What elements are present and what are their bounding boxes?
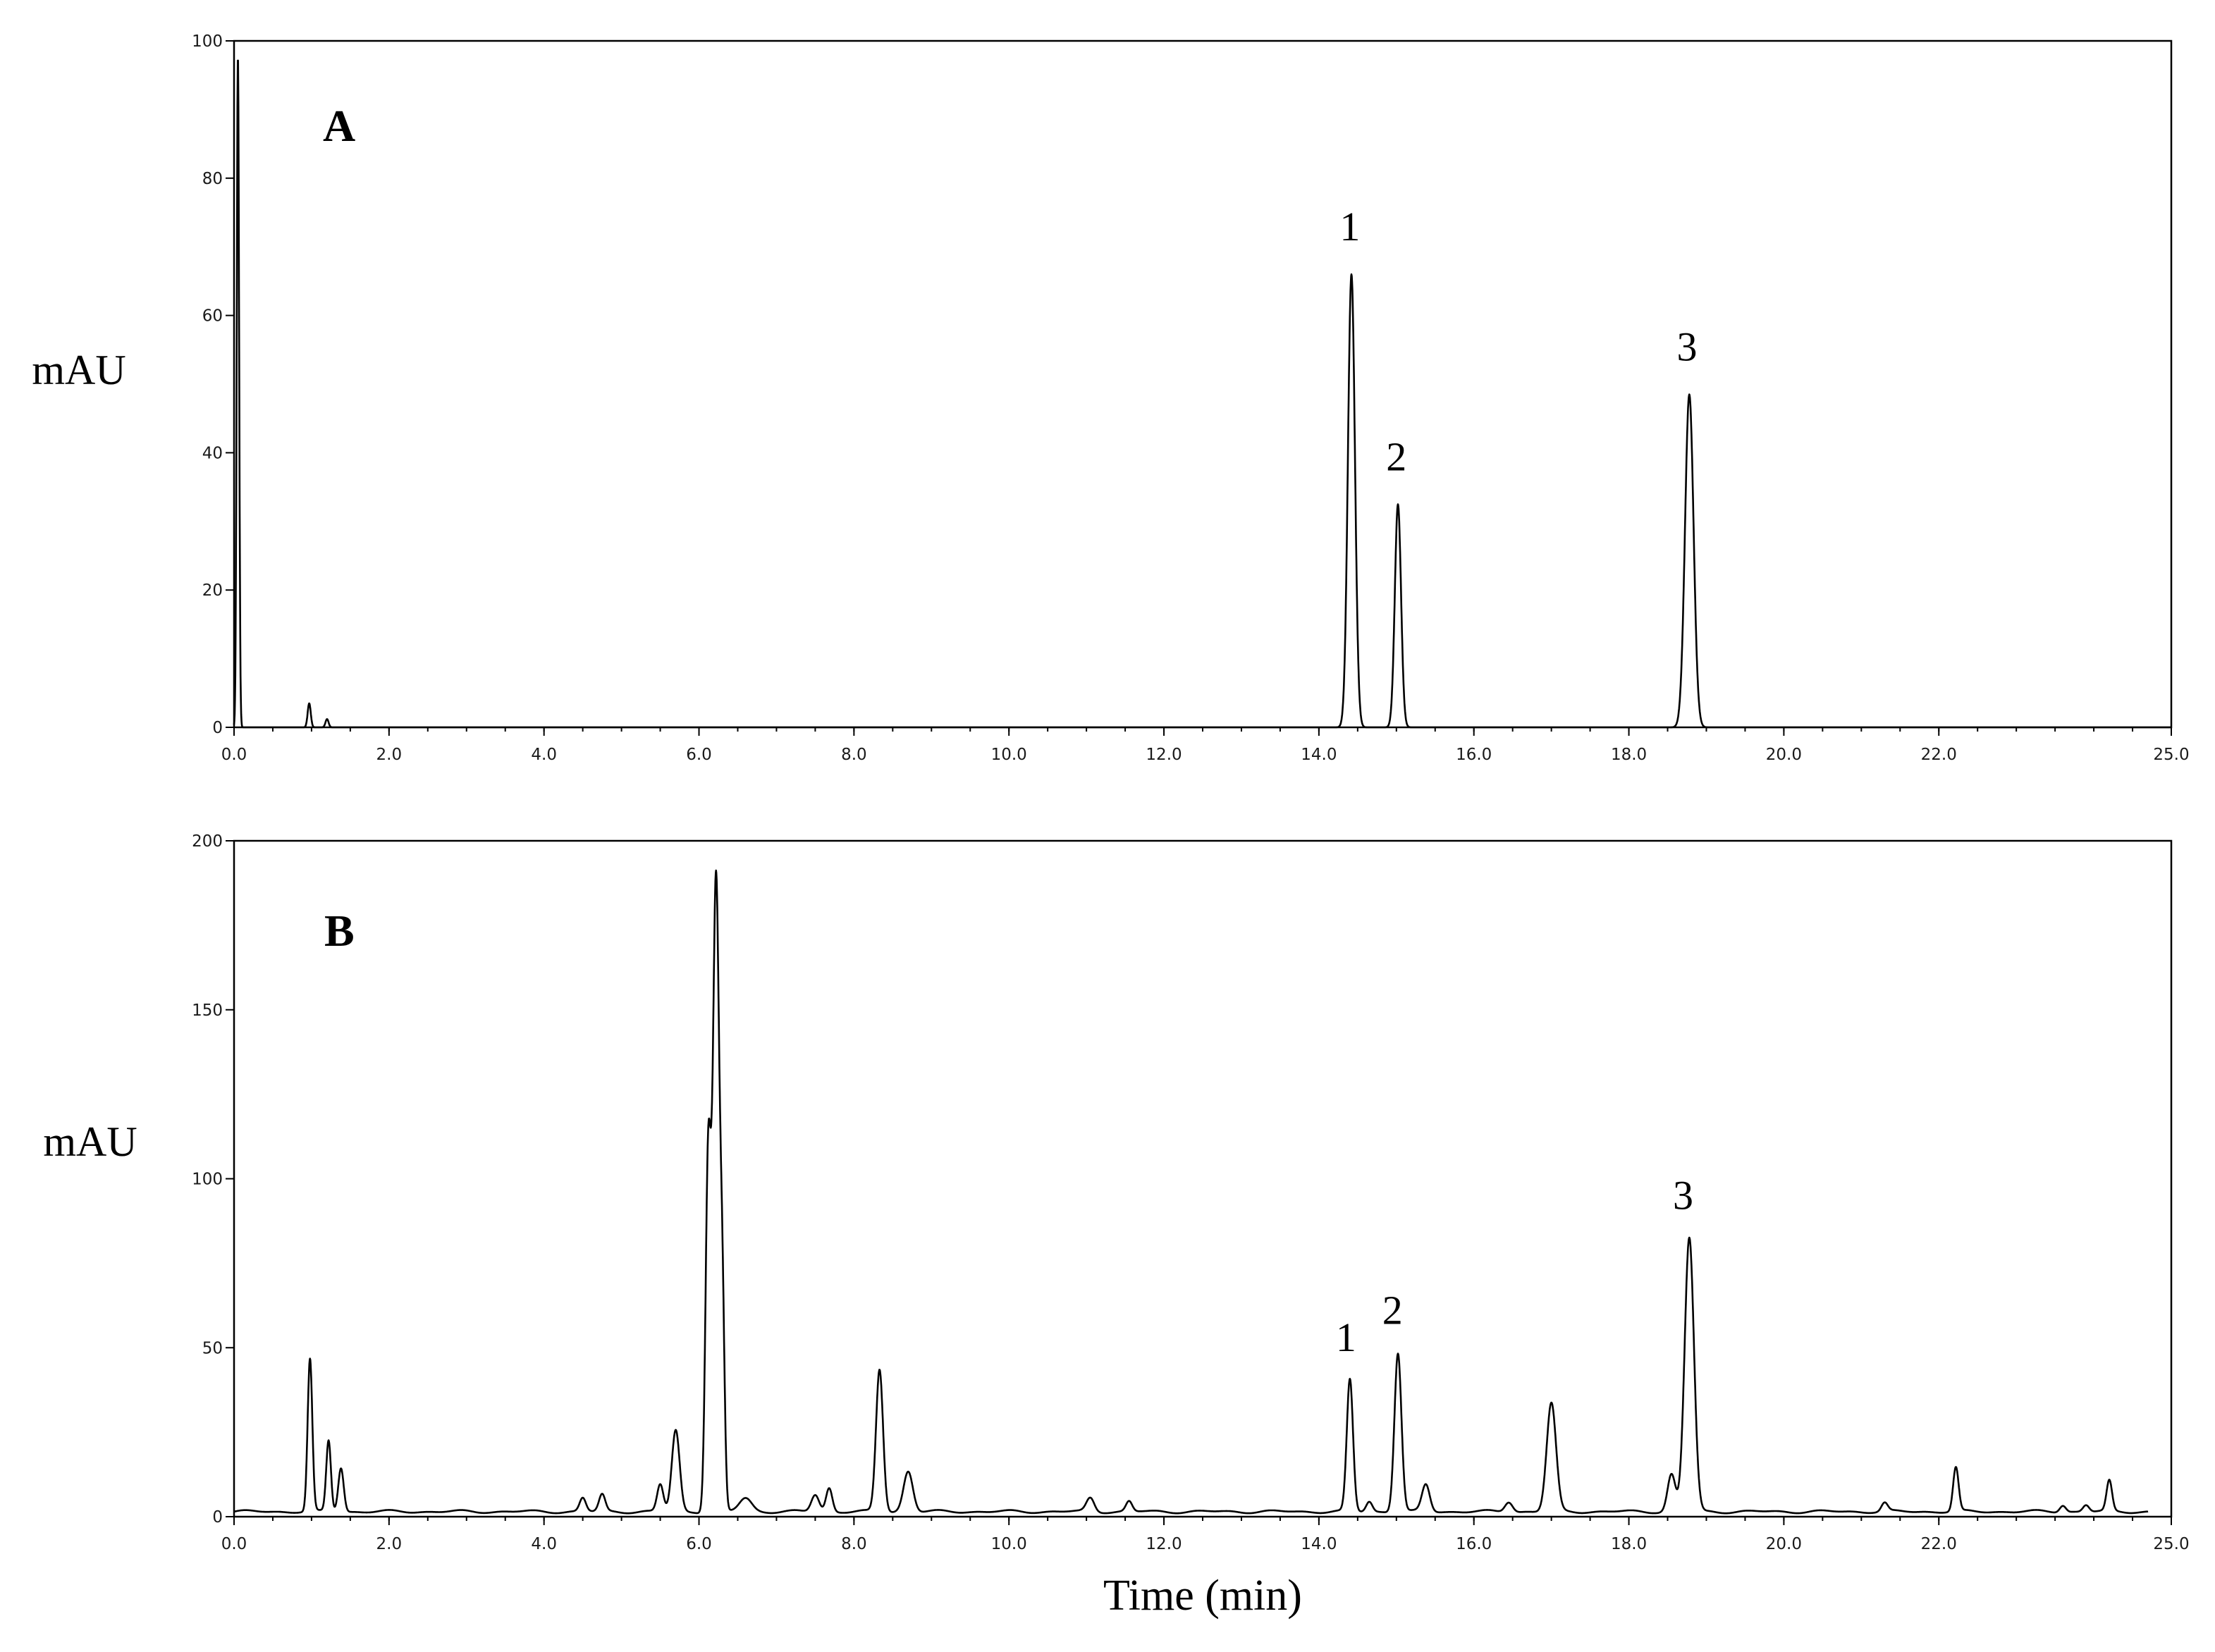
panel-a-chromatogram: 0.0 2.0 4.0 6.0 8.0 10.0 12.0 14.0 16.0 18.0 20.0 2… (32, 32, 2189, 764)
x-tick-label: 22.0 (1921, 1535, 1957, 1553)
x-tick-label: 16.0 (1456, 746, 1492, 764)
x-tick-label: 25.0 (2153, 1535, 2189, 1553)
x-tick-label: 2.0 (376, 1535, 403, 1553)
peak-label-2: 2 (1386, 433, 1406, 479)
y-tick-label: 60 (202, 307, 223, 326)
peak-label-3: 3 (1673, 1173, 1693, 1219)
y-tick-label: 150 (192, 1001, 223, 1020)
y-axis-label: mAU (32, 347, 125, 393)
x-tick-label: 12.0 (1146, 746, 1182, 764)
x-tick-label: 14.0 (1301, 1535, 1337, 1553)
x-tick-label: 22.0 (1921, 746, 1957, 764)
chromatogram-trace (233, 869, 2149, 1515)
chromatogram-trace (233, 59, 2172, 729)
plot-frame (233, 839, 2173, 1518)
x-tick-label: 6.0 (686, 746, 712, 764)
x-tick-label: 20.0 (1766, 1535, 1802, 1553)
y-tick-label: 200 (192, 832, 223, 851)
y-tick-label: 100 (192, 32, 223, 51)
x-axis-label: Time (min) (1103, 1572, 1302, 1620)
panel-label: A (323, 101, 355, 151)
plot-frame (233, 39, 2173, 729)
y-tick-label: 0 (212, 1508, 223, 1527)
x-tick-label: 2.0 (376, 746, 403, 764)
y-tick-label: 80 (202, 170, 223, 188)
panel-b-chromatogram: 0.0 2.0 4.0 6.0 8.0 10.0 12.0 14.0 16.0 18.0 20.0 2… (43, 832, 2189, 1620)
panel-label: B (324, 906, 355, 956)
x-tick-label: 12.0 (1146, 1535, 1182, 1553)
y-tick-label: 50 (202, 1339, 223, 1357)
x-tick-label: 18.0 (1611, 1535, 1647, 1553)
y-tick-label: 20 (202, 581, 223, 600)
x-tick-label: 14.0 (1301, 746, 1337, 764)
x-tick-label: 8.0 (841, 1535, 867, 1553)
y-tick-label: 40 (202, 444, 223, 462)
peak-label-1: 1 (1336, 1314, 1356, 1360)
x-tick-label: 16.0 (1456, 1535, 1492, 1553)
y-tick-label: 100 (192, 1171, 223, 1189)
x-tick-label: 0.0 (221, 1535, 247, 1553)
y-axis-label: mAU (43, 1118, 137, 1165)
x-tick-label: 6.0 (686, 1535, 712, 1553)
y-tick-label: 0 (212, 719, 223, 737)
x-tick-label: 4.0 (531, 1535, 557, 1553)
peak-label-1: 1 (1339, 204, 1360, 249)
peak-label-2: 2 (1382, 1288, 1403, 1333)
x-tick-label: 10.0 (991, 1535, 1027, 1553)
peak-label-3: 3 (1677, 324, 1698, 370)
x-tick-label: 20.0 (1766, 746, 1802, 764)
x-tick-label: 0.0 (221, 746, 247, 764)
x-tick-label: 25.0 (2153, 746, 2189, 764)
x-tick-label: 18.0 (1611, 746, 1647, 764)
x-tick-label: 4.0 (531, 746, 557, 764)
x-tick-label: 10.0 (991, 746, 1027, 764)
x-tick-label: 8.0 (841, 746, 867, 764)
